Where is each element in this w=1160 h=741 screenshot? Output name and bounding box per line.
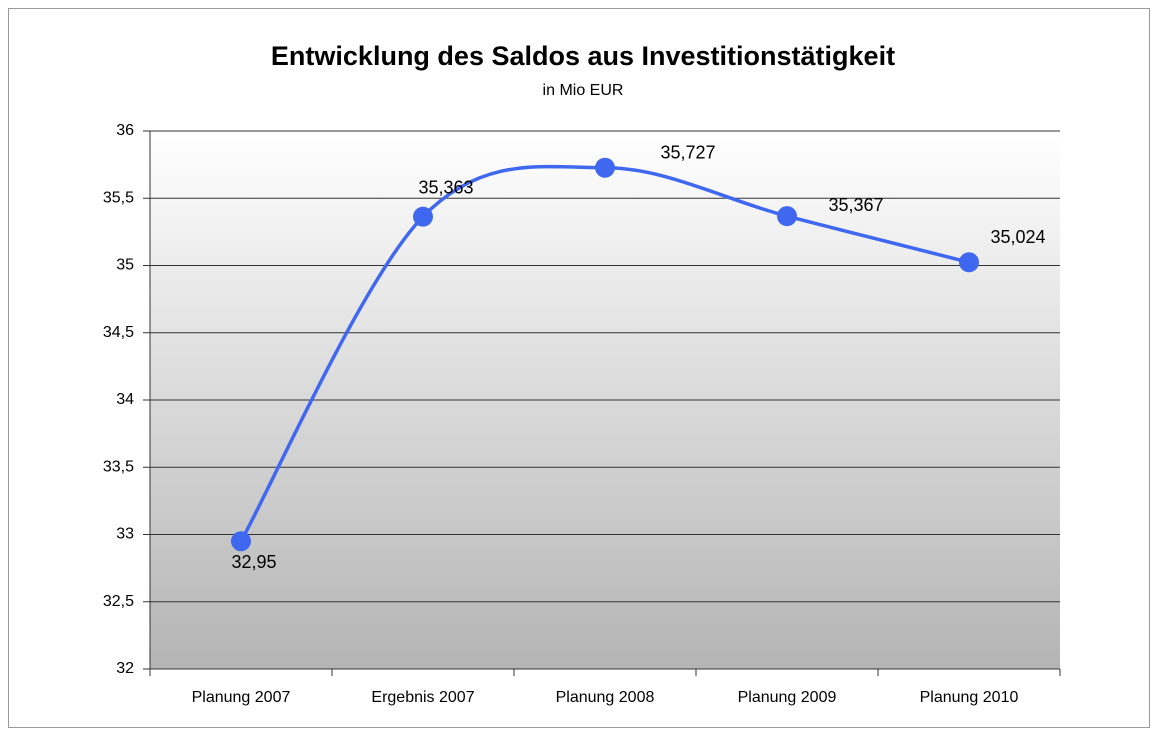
chart-title: Entwicklung des Saldos aus Investitionst…	[271, 41, 895, 71]
marker	[777, 206, 797, 227]
data-label: 35,367	[828, 195, 883, 215]
data-label: 32,95	[231, 552, 276, 572]
marker	[231, 531, 251, 552]
y-tick-label: 34	[116, 391, 134, 408]
x-tick-label: Planung 2009	[738, 689, 837, 706]
y-tick-label: 33	[116, 526, 134, 543]
y-tick-label: 35	[116, 257, 134, 274]
y-tick-label: 33,5	[103, 458, 134, 475]
x-tick-label: Planung 2007	[192, 689, 291, 706]
x-tick-label: Ergebnis 2007	[371, 689, 474, 706]
data-label: 35,024	[990, 227, 1045, 247]
chart-subtitle: in Mio EUR	[543, 82, 624, 99]
x-tick-label: Planung 2010	[920, 689, 1019, 706]
line	[239, 164, 970, 543]
data-label: 35,727	[660, 142, 715, 162]
x-tick-label: Planung 2008	[556, 689, 655, 706]
marker	[413, 206, 433, 227]
y-tick-label: 32,5	[103, 593, 134, 610]
y-tick-label: 35,5	[103, 189, 134, 206]
y-tick-label: 32	[116, 660, 134, 677]
marker	[959, 252, 979, 273]
data-label: 35,363	[418, 177, 473, 197]
marker	[595, 157, 615, 178]
y-tick-label: 34,5	[103, 324, 134, 341]
y-tick-label: 36	[116, 122, 134, 139]
